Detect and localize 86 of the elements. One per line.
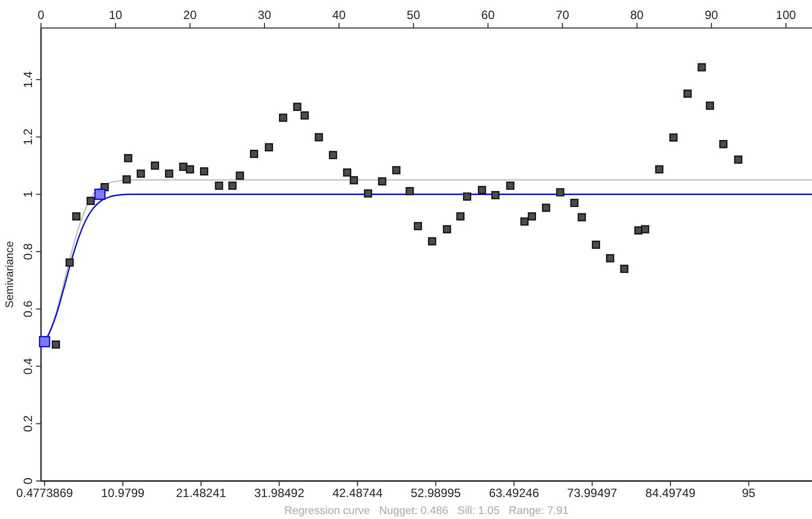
point	[250, 150, 258, 158]
point	[669, 133, 678, 142]
point	[542, 204, 550, 212]
y-tick-label: 0	[21, 477, 35, 484]
x2-tick-label: 73.99497	[567, 486, 618, 500]
point	[463, 192, 472, 201]
point	[406, 187, 414, 196]
point	[136, 170, 145, 178]
point	[279, 114, 288, 122]
point	[300, 111, 309, 120]
y-axis-title: Semivariance	[4, 241, 16, 308]
point	[122, 175, 131, 184]
point	[200, 167, 208, 176]
x2-tick-label: 10.9799	[101, 486, 145, 500]
point	[165, 170, 174, 178]
point	[124, 154, 132, 162]
y-tick-label: 0.8	[21, 242, 35, 260]
point	[364, 189, 372, 198]
point	[491, 191, 500, 200]
point	[606, 254, 614, 262]
x-tick-label: 40	[332, 8, 346, 22]
point	[414, 222, 422, 230]
point	[706, 102, 714, 110]
point	[556, 188, 564, 196]
x-tick-label: 10	[108, 8, 122, 22]
point	[179, 162, 188, 171]
point	[214, 182, 224, 190]
point	[150, 162, 160, 170]
point	[655, 165, 664, 174]
point	[442, 225, 452, 234]
point	[734, 156, 742, 164]
point	[38, 336, 50, 348]
point	[641, 225, 650, 234]
x2-tick-label: 42.48744	[332, 486, 383, 500]
text: Regression curve Nugget: 0.486 Sill: 1.05 Range: 7.91	[284, 505, 569, 517]
y-tick-label: 1	[21, 190, 35, 198]
point	[620, 264, 628, 273]
point	[506, 182, 514, 190]
y-tick-label: 1.4	[21, 70, 35, 88]
x-tick-label: 20	[183, 8, 197, 22]
x-tick-label: 90	[704, 8, 718, 22]
point	[94, 188, 106, 200]
point	[528, 212, 536, 220]
point	[350, 176, 358, 184]
point	[328, 150, 338, 160]
y-tick-label: 1.2	[21, 128, 35, 146]
point	[314, 133, 323, 142]
x-tick-label: 100	[776, 8, 796, 22]
point	[228, 182, 237, 190]
point	[66, 258, 74, 267]
point	[698, 63, 706, 72]
y-tick-label: 0.2	[21, 414, 35, 432]
x2-tick-label: 52.98995	[410, 486, 462, 500]
point	[72, 212, 80, 220]
x-tick-label: 70	[556, 8, 570, 22]
point	[86, 196, 95, 205]
point	[186, 165, 194, 174]
point	[264, 143, 274, 152]
point	[236, 172, 244, 180]
y-tick-label: 0.4	[21, 358, 35, 375]
point	[428, 237, 436, 246]
x-tick-label: 50	[406, 8, 420, 22]
point	[578, 213, 586, 222]
x2-tick-label: 21.48241	[176, 486, 226, 500]
x-tick-label: 60	[481, 8, 495, 22]
point	[520, 217, 529, 226]
point	[683, 90, 692, 98]
x2-tick-label: 63.49246	[488, 486, 540, 500]
point	[293, 102, 302, 111]
point	[570, 198, 578, 207]
point	[392, 166, 400, 174]
point	[592, 240, 600, 249]
point	[719, 140, 728, 148]
x2-tick-label: 31.98492	[254, 486, 305, 500]
point	[378, 177, 386, 186]
y-tick-label: 0.6	[21, 300, 35, 318]
x2-tick-label: 0.4773869	[16, 486, 74, 500]
point	[478, 186, 486, 194]
x-tick-label: 0	[38, 8, 45, 22]
x2-tick-label: 95	[742, 486, 756, 500]
x-tick-label: 30	[258, 8, 272, 22]
point	[52, 340, 60, 349]
point	[456, 212, 464, 220]
x2-tick-label: 84.49749	[645, 486, 696, 500]
x-tick-label: 80	[630, 8, 644, 22]
point	[343, 168, 352, 177]
